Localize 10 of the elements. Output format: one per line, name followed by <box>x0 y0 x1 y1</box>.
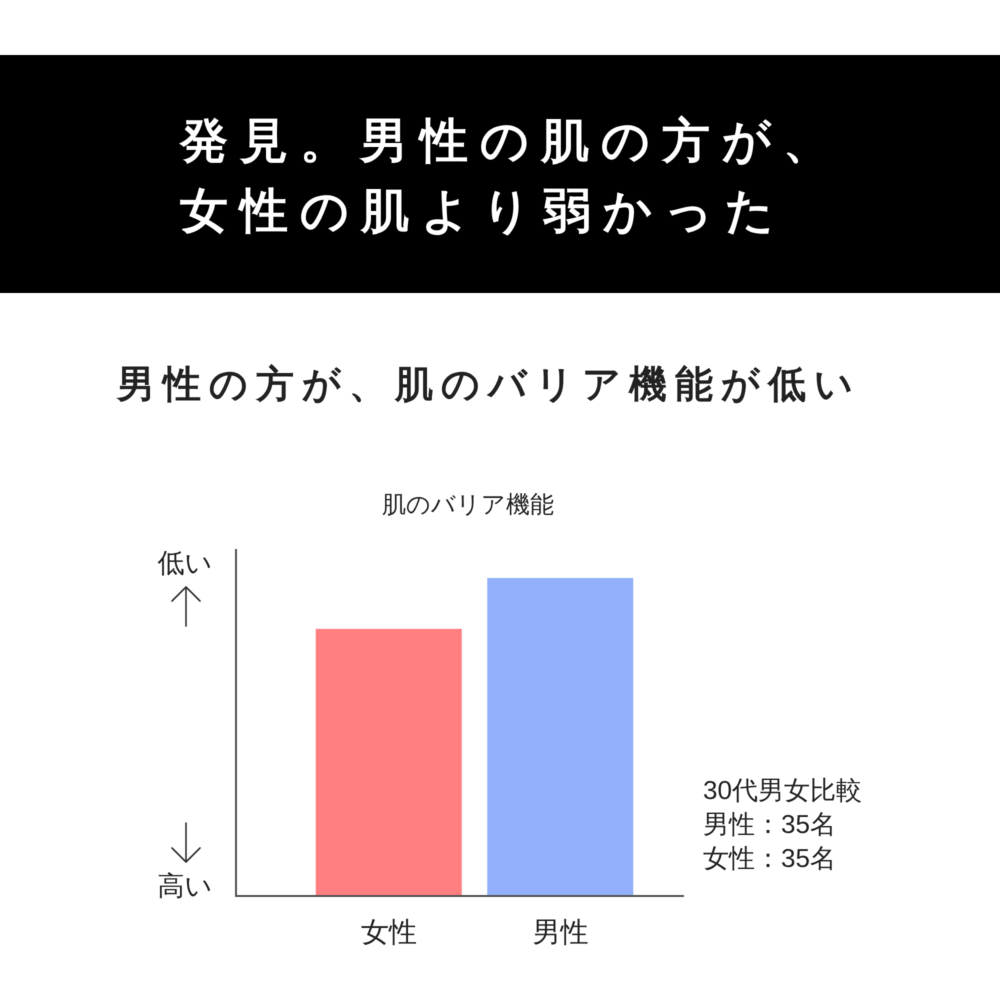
chart-subtitle: 男性の方が、肌のバリア機能が低い <box>116 363 861 406</box>
x-tick-label: 女性 <box>360 916 417 948</box>
x-tick-label: 男性 <box>532 916 588 948</box>
text: 低い <box>158 548 212 578</box>
text: 30代男女比較 <box>703 775 862 805</box>
text: 肌のバリア機能 <box>382 492 554 518</box>
text: 高い <box>158 871 212 901</box>
text: 男性：35名 <box>703 809 836 839</box>
chart-title: 発見。男性の肌の方が、女性の肌より弱かった <box>178 115 843 238</box>
text: 女性：35名 <box>703 843 836 873</box>
